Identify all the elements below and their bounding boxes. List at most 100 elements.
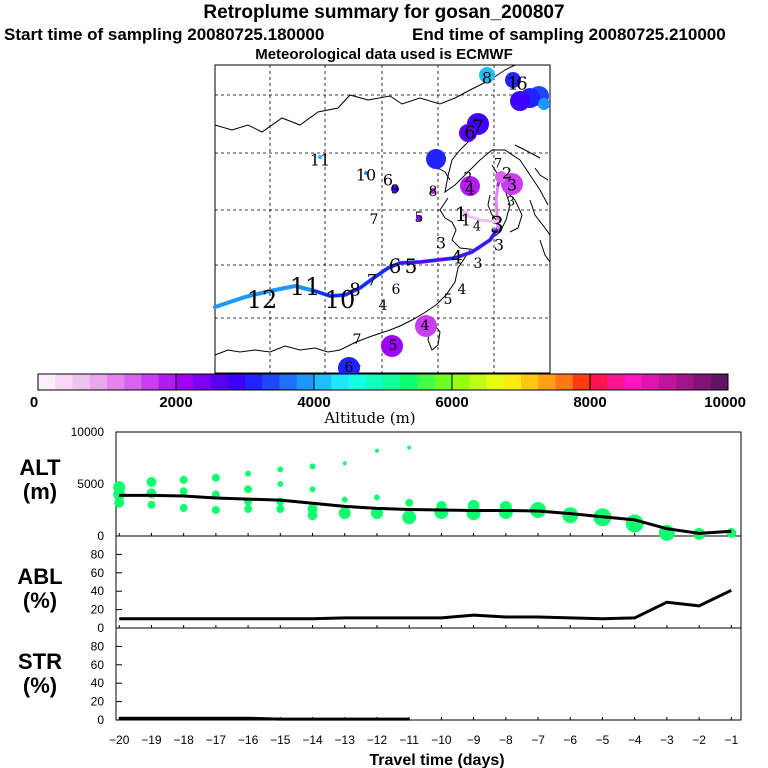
map-label: 7 <box>370 212 379 228</box>
cluster-marker <box>510 91 530 111</box>
alt-panel-label: ALT (m) <box>0 456 80 504</box>
abl-y-ticks: 0 20 40 60 80 <box>91 547 122 635</box>
y-tick-label: 20 <box>91 603 105 617</box>
cluster-marker <box>426 149 446 169</box>
map-label: 9 <box>391 183 399 198</box>
str-line <box>119 716 410 721</box>
x-tick-label: −11 <box>399 733 419 747</box>
cluster-marker <box>538 98 550 110</box>
abl-panel-label: ABL (%) <box>0 565 80 613</box>
map-label: 4 <box>458 282 467 298</box>
y-tick-label: 20 <box>91 695 105 709</box>
alt-spread-point <box>179 503 188 512</box>
cluster-marker <box>479 67 495 83</box>
map-label: 10 <box>325 286 356 314</box>
y-tick-label: 80 <box>91 639 105 653</box>
x-axis-ticks: −20 −19 −18 −17 −16 −15 −14 −13 −12 −11 −10 −9 −8 −7 −… <box>109 533 738 747</box>
map-label: 8 <box>482 69 492 88</box>
alt-spread-point <box>466 506 481 521</box>
map-label: 3 <box>494 236 504 255</box>
cluster-marker <box>460 176 480 196</box>
colorbar-swatch <box>555 374 574 390</box>
colorbar-swatch <box>469 374 487 390</box>
alt-spread-point <box>211 473 220 482</box>
map-label: 6 <box>392 282 401 298</box>
colorbar-swatch <box>176 374 194 390</box>
map-label: 11 <box>290 273 321 301</box>
str-label-unit: (%) <box>22 673 58 698</box>
map-label: 11 <box>310 151 330 170</box>
colorbar-swatch <box>227 374 246 390</box>
cluster-marker <box>416 215 422 221</box>
map-label: 2 <box>502 164 512 183</box>
map-label: 5 <box>415 210 424 226</box>
colorbar-swatch <box>365 374 384 390</box>
map-label: 1 <box>455 202 468 226</box>
colorbar-swatch <box>72 374 91 390</box>
colorbar-tick-label: 4000 <box>297 394 330 411</box>
map-label: 6 <box>516 74 527 95</box>
alt-spread-point <box>276 504 285 513</box>
x-tick-label: −13 <box>335 733 356 747</box>
end-time-label: End time of sampling 20080725.210000 <box>412 25 726 44</box>
colorbar-swatch <box>55 374 73 390</box>
colorbar-swatch <box>693 374 712 390</box>
alt-spread-point <box>625 514 644 533</box>
map-label: 10 <box>356 166 376 185</box>
cluster-marker <box>415 315 437 337</box>
map-label: 7 <box>367 271 377 290</box>
alt-label-unit: (m) <box>22 479 58 504</box>
colorbar-swatch <box>624 374 643 390</box>
colorbar-swatch <box>141 374 160 390</box>
colorbar-swatch <box>641 374 660 390</box>
map-label: 6 <box>389 254 402 278</box>
colorbar-swatch <box>158 374 177 390</box>
x-tick-label: −20 <box>109 733 130 747</box>
alt-mean-line <box>119 493 732 535</box>
altitude-colorbar: 0 2000 4000 6000 8000 10000 <box>30 373 746 411</box>
alt-spread-point <box>338 507 351 520</box>
map-label: 1 <box>507 74 518 95</box>
map-label: 5 <box>405 254 418 278</box>
cluster-marker <box>391 185 399 193</box>
colorbar-label: Altitude (m) <box>323 409 415 427</box>
colorbar-swatch <box>400 374 418 390</box>
colorbar-swatch <box>607 374 625 390</box>
x-tick-label: −9 <box>467 733 481 747</box>
map-label: 7 <box>472 117 483 138</box>
alt-spread-point <box>402 510 417 525</box>
x-axis-title: Travel time (days) <box>369 752 504 768</box>
alt-spread-point <box>277 481 284 487</box>
map-label: 4 <box>421 318 430 334</box>
x-tick-label: −6 <box>563 733 577 747</box>
str-panel-frame <box>115 627 742 721</box>
abl-line <box>119 588 732 621</box>
trajectory-line <box>494 183 500 230</box>
colorbar-swatch <box>503 374 522 390</box>
map-clusters <box>318 67 550 379</box>
map-frame <box>214 64 551 374</box>
colorbar-swatch <box>107 374 125 390</box>
y-tick-label: 5000 <box>77 477 104 491</box>
alt-y-ticks: 10000 5000 0 <box>71 425 122 543</box>
cluster-marker <box>430 188 436 194</box>
map-label: 6 <box>345 360 354 376</box>
colorbar-frame <box>37 373 729 391</box>
alt-spread-point <box>245 470 252 477</box>
map-label: 5 <box>444 292 453 308</box>
alt-spread-point <box>434 505 449 520</box>
alt-spread-point <box>277 466 284 473</box>
y-tick-label: 0 <box>97 713 104 727</box>
colorbar-swatch <box>710 374 729 390</box>
trajectory-line <box>398 226 500 265</box>
str-y-ticks: 0 20 40 60 80 <box>91 639 122 727</box>
map-label: 3 <box>507 176 517 195</box>
colorbar-swatch <box>279 374 298 390</box>
x-tick-label: −5 <box>596 733 610 747</box>
cluster-marker <box>381 335 403 357</box>
colorbar-swatch <box>383 374 401 390</box>
str-label-main: STR <box>18 649 62 674</box>
x-tick-label: −1 <box>724 733 738 747</box>
cluster-marker <box>318 155 322 159</box>
